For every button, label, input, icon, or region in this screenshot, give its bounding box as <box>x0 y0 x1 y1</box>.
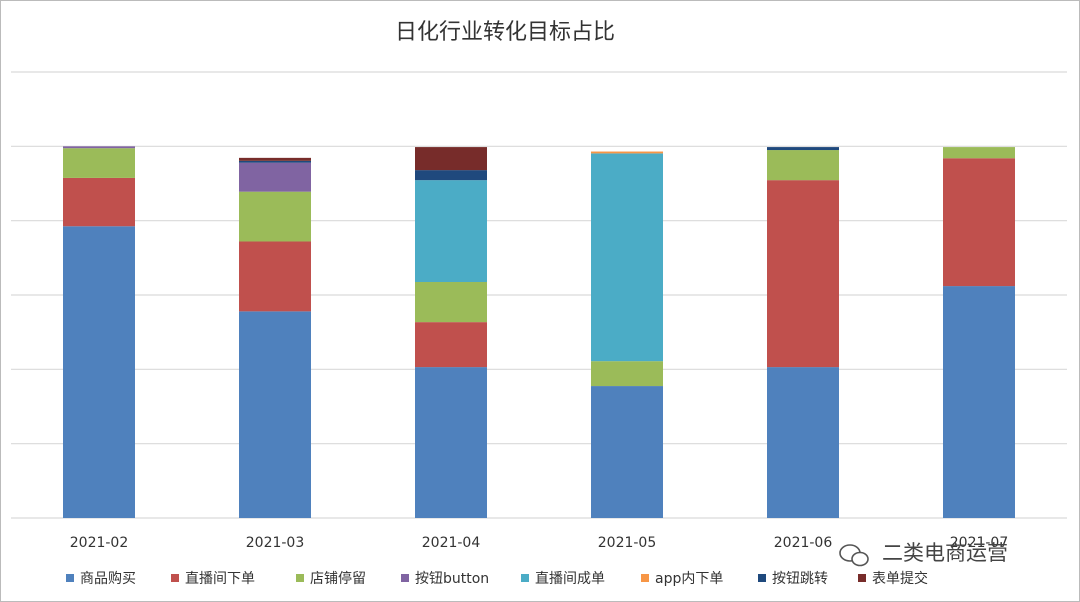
bar-segment <box>415 322 487 368</box>
bar-segment <box>767 367 839 518</box>
bar-segment <box>415 170 487 181</box>
bar-segment <box>767 180 839 368</box>
legend-label: 商品购买 <box>80 571 136 587</box>
annotation: 二类电商运营 <box>882 541 1008 565</box>
x-tick-label: 2021-02 <box>70 535 129 551</box>
bar-segment <box>591 386 663 518</box>
bar-segment <box>239 311 311 518</box>
legend-swatch <box>641 574 649 582</box>
bar-segment <box>63 226 135 518</box>
x-tick-label: 2021-06 <box>774 535 833 551</box>
legend-swatch <box>401 574 409 582</box>
chart-title: 日化行业转化目标占比 <box>395 20 615 45</box>
bar-segment <box>239 162 311 192</box>
legend-swatch <box>171 574 179 582</box>
bar-segment <box>415 180 487 282</box>
x-tick-label: 2021-04 <box>422 535 481 551</box>
bar-segment <box>943 147 1015 159</box>
legend-swatch <box>521 574 529 582</box>
legend-label: 店铺停留 <box>310 570 366 587</box>
bar-segment <box>591 361 663 387</box>
legend-label: 直播间成单 <box>535 570 605 587</box>
legend-label: 表单提交 <box>872 570 928 587</box>
bar-segment <box>943 286 1015 518</box>
legend-swatch <box>66 574 74 582</box>
legend-swatch <box>758 574 766 582</box>
legend-swatch <box>296 574 304 582</box>
legend-swatch <box>858 574 866 582</box>
bar-segment <box>239 191 311 242</box>
bar-segment <box>767 147 839 151</box>
x-tick-label: 2021-07 <box>950 535 1009 551</box>
legend-label: app内下单 <box>655 571 723 587</box>
bar-segment <box>591 153 663 362</box>
legend-label: 按钮跳转 <box>772 571 828 587</box>
bar-segment <box>239 160 311 163</box>
bar-segment <box>415 281 487 323</box>
bar-segment <box>591 151 663 154</box>
bar-segment <box>767 150 839 181</box>
bar-segment <box>63 146 135 149</box>
bar-segment <box>943 158 1015 287</box>
bar-segment <box>415 367 487 518</box>
x-tick-label: 2021-05 <box>598 535 657 551</box>
bar-segment <box>63 177 135 227</box>
legend-label: 按钮button <box>415 571 489 587</box>
x-tick-label: 2021-03 <box>246 535 305 551</box>
bar-segment <box>239 241 311 312</box>
bar-segment <box>63 148 135 178</box>
legend-label: 直播间下单 <box>185 570 255 587</box>
bar-segment <box>239 157 311 161</box>
bar-segment <box>415 147 487 171</box>
wechat-icon <box>839 544 869 567</box>
